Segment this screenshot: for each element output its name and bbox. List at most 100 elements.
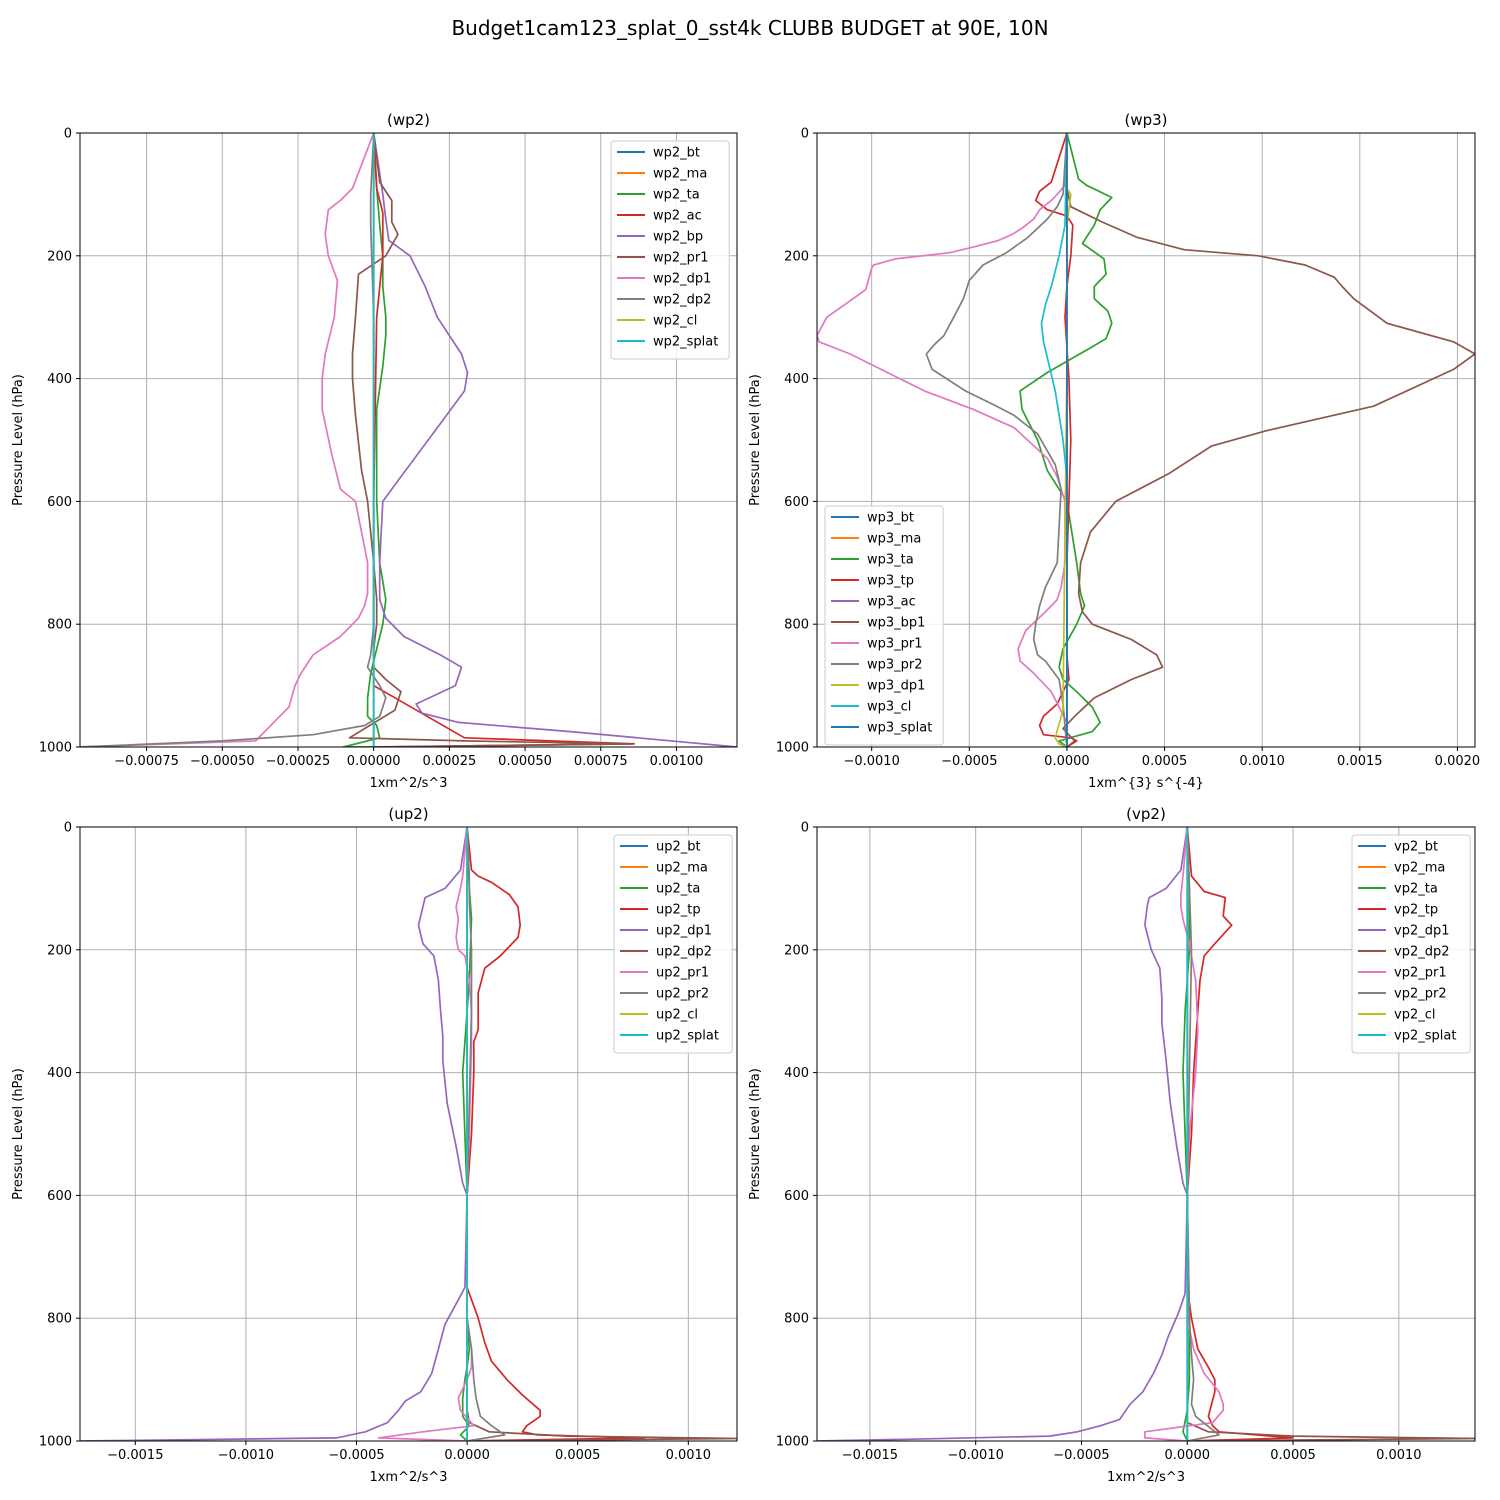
chart-panel-3: −0.0015 −0.0010 −0.0005 0.0000 0.0005 0.0010 0… bbox=[11, 805, 738, 1485]
series-line-wp3_bp1 bbox=[1062, 133, 1475, 747]
legend-label: up2_pr2 bbox=[656, 987, 709, 1002]
chart-panel-4: −0.0015 −0.0010 −0.0005 0.0000 0.0005 0.0010 0… bbox=[748, 805, 1476, 1485]
legend-label: up2_tp bbox=[656, 903, 701, 918]
y-tick-label: 200 bbox=[47, 249, 72, 264]
legend-label: vp2_dp1 bbox=[1394, 924, 1450, 939]
series-line-wp2_bp bbox=[372, 133, 737, 747]
x-axis-label: 1xm^2/s^3 bbox=[369, 776, 447, 791]
legend-label: wp3_dp1 bbox=[867, 679, 925, 694]
legend-box bbox=[613, 834, 733, 1054]
series-line-wp3_ta bbox=[1019, 133, 1113, 747]
legend-label: up2_bt bbox=[656, 840, 701, 855]
legend-label: wp3_bp1 bbox=[867, 616, 925, 631]
x-tick-label: 0.00075 bbox=[574, 754, 628, 769]
y-tick-label: 400 bbox=[784, 372, 809, 387]
series-group bbox=[817, 827, 1475, 1441]
x-tick-label: −0.0015 bbox=[107, 1448, 163, 1463]
y-tick-label: 1000 bbox=[39, 1435, 72, 1450]
series-line-wp3_tp bbox=[1034, 133, 1078, 747]
legend-label: vp2_pr2 bbox=[1394, 987, 1447, 1002]
y-tick-label: 800 bbox=[47, 1312, 72, 1327]
legend-label: wp2_ac bbox=[653, 209, 702, 224]
series-line-vp2_dp1 bbox=[817, 827, 1189, 1441]
series-line-wp3_pr2 bbox=[925, 133, 1068, 747]
legend-label: wp3_cl bbox=[867, 700, 911, 715]
x-tick-label: 0.0000 bbox=[1044, 754, 1090, 769]
legend-label: up2_ta bbox=[656, 882, 700, 897]
chart-panel-1: −0.00075 −0.00050 −0.00025 0.00000 0.00025 0.… bbox=[11, 111, 738, 791]
x-tick-label: 0.0020 bbox=[1435, 754, 1481, 769]
legend: wp2_bt wp2_ma wp2_ta wp2_ac wp2_bp wp2_pr1 wp2… bbox=[610, 140, 730, 360]
x-tick-label: −0.0015 bbox=[842, 1448, 898, 1463]
chart-title: (wp3) bbox=[1124, 111, 1167, 129]
x-tick-label: 0.0010 bbox=[1239, 754, 1285, 769]
x-axis-label: 1xm^2/s^3 bbox=[369, 1470, 447, 1485]
series-line-wp2_dp1 bbox=[80, 133, 375, 747]
x-tick-label: 0.00050 bbox=[498, 754, 552, 769]
y-axis-label: Pressure Level (hPa) bbox=[11, 1068, 26, 1200]
legend-label: up2_dp1 bbox=[656, 924, 712, 939]
x-tick-label: 0.0000 bbox=[444, 1448, 490, 1463]
series-line-vp2_pr2 bbox=[1186, 827, 1220, 1441]
y-tick-label: 200 bbox=[784, 249, 809, 264]
legend-label: wp2_pr1 bbox=[653, 251, 709, 266]
series-line-vp2_pr1 bbox=[1144, 827, 1225, 1441]
y-tick-label: 400 bbox=[47, 1066, 72, 1081]
legend-label: wp2_dp1 bbox=[653, 272, 711, 287]
y-tick-label: 800 bbox=[47, 618, 72, 633]
series-group bbox=[80, 133, 737, 747]
series-line-up2_pr2 bbox=[466, 827, 506, 1441]
legend-label: vp2_ma bbox=[1394, 861, 1445, 876]
legend-label: wp3_tp bbox=[867, 574, 914, 589]
chart-title: (wp2) bbox=[387, 111, 430, 129]
series-group bbox=[817, 133, 1475, 747]
plot-frame bbox=[79, 132, 738, 748]
y-tick-label: 600 bbox=[784, 1189, 809, 1204]
legend: vp2_bt vp2_ma vp2_ta vp2_tp vp2_dp1 vp2_dp2vp… bbox=[1351, 834, 1471, 1054]
y-tick-label: 800 bbox=[784, 1312, 809, 1327]
legend-label: up2_ma bbox=[656, 861, 708, 876]
x-tick-label: −0.0010 bbox=[218, 1448, 274, 1463]
y-tick-label: 800 bbox=[784, 618, 809, 633]
y-tick-label: 600 bbox=[784, 495, 809, 510]
legend-label: up2_splat bbox=[656, 1029, 719, 1044]
legend-label: wp3_pr2 bbox=[867, 658, 923, 673]
x-axis-label: 1xm^{3} s^{-4} bbox=[1088, 776, 1204, 791]
legend-label: vp2_bt bbox=[1394, 840, 1438, 855]
y-tick-label: 0 bbox=[64, 821, 72, 836]
legend-label: wp2_cl bbox=[653, 314, 697, 329]
plot-frame bbox=[79, 826, 738, 1442]
legend-label: wp3_splat bbox=[867, 721, 932, 736]
legend-label: wp3_ac bbox=[867, 595, 916, 610]
legend-label: wp2_ma bbox=[653, 167, 707, 182]
legend-label: wp2_splat bbox=[653, 335, 718, 350]
chart-title: (vp2) bbox=[1126, 805, 1166, 823]
x-tick-label: 0.00025 bbox=[422, 754, 476, 769]
x-tick-label: 0.0005 bbox=[555, 1448, 601, 1463]
x-tick-label: −0.0010 bbox=[947, 1448, 1003, 1463]
legend-label: wp3_ta bbox=[867, 553, 914, 568]
series-group bbox=[80, 827, 737, 1441]
legend-label: up2_dp2 bbox=[656, 945, 712, 960]
series-line-wp2_ta bbox=[342, 133, 387, 747]
legend-label: wp3_pr1 bbox=[867, 637, 923, 652]
series-line-up2_tp bbox=[466, 827, 645, 1441]
legend-label: vp2_tp bbox=[1394, 903, 1438, 918]
x-tick-label: 0.0005 bbox=[1142, 754, 1188, 769]
legend-label: wp2_dp2 bbox=[653, 293, 711, 308]
legend-label: wp3_ma bbox=[867, 532, 921, 547]
chart-panel-2: −0.0010 −0.0005 0.0000 0.0005 0.0010 0.0015 0.… bbox=[748, 111, 1480, 791]
legend-label: wp3_bt bbox=[867, 511, 914, 526]
y-tick-label: 600 bbox=[47, 495, 72, 510]
y-axis-label: Pressure Level (hPa) bbox=[748, 374, 763, 506]
y-axis-label: Pressure Level (hPa) bbox=[11, 374, 26, 506]
series-line-up2_pr1 bbox=[377, 827, 475, 1441]
legend-label: vp2_pr1 bbox=[1394, 966, 1447, 981]
x-tick-label: 0.0000 bbox=[1165, 1448, 1211, 1463]
y-axis-label: Pressure Level (hPa) bbox=[748, 1068, 763, 1200]
x-tick-label: 0.0010 bbox=[1376, 1448, 1422, 1463]
x-tick-label: −0.0005 bbox=[941, 754, 997, 769]
x-tick-label: −0.00050 bbox=[190, 754, 255, 769]
